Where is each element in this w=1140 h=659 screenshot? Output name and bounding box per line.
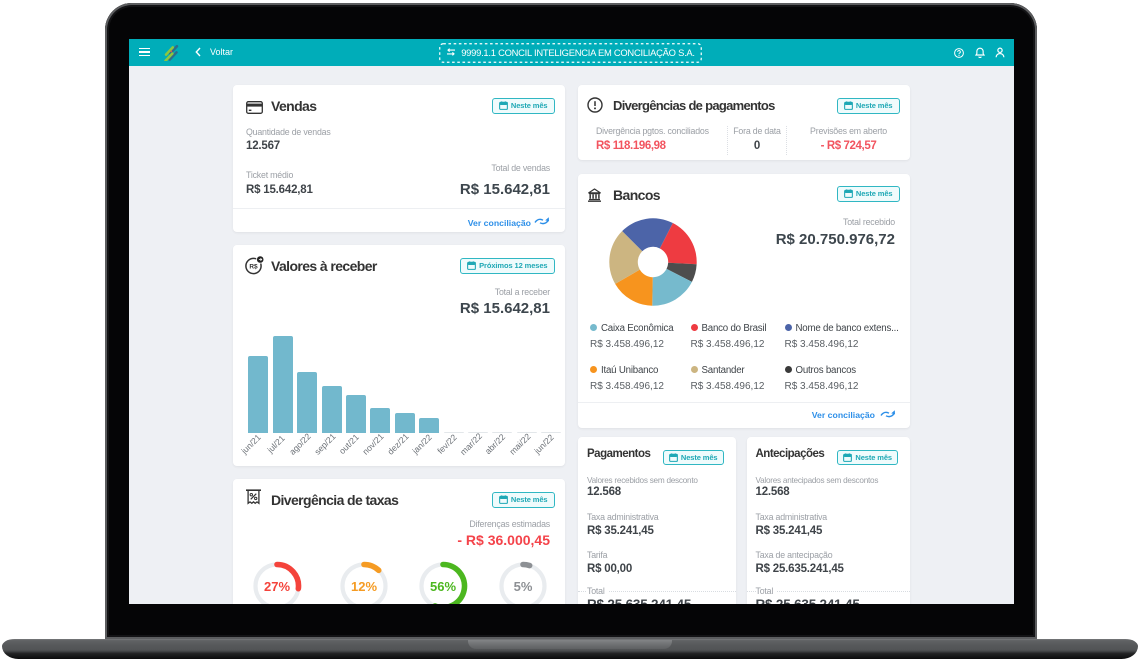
svg-text:12%: 12% bbox=[350, 579, 376, 594]
svg-text:27%: 27% bbox=[264, 579, 290, 594]
svg-text:R$: R$ bbox=[249, 264, 258, 271]
svg-text:5%: 5% bbox=[514, 579, 533, 594]
svg-text:56%: 56% bbox=[430, 579, 456, 594]
